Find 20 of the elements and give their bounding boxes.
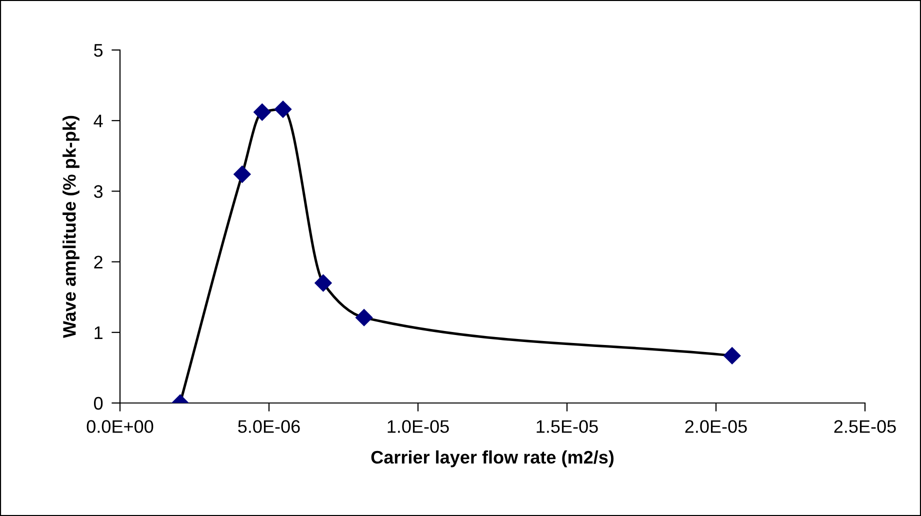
point xyxy=(724,347,741,364)
x-tick-label: 2.0E-05 xyxy=(685,420,747,433)
y-tick-label: 0 xyxy=(94,396,103,410)
x-tick-label: 5.0E-06 xyxy=(238,420,300,433)
x-tick-label: 2.5E-05 xyxy=(834,420,896,433)
y-axis-title: Wave amplitude (% pk-pk) xyxy=(62,116,80,338)
y-tick-label: 4 xyxy=(94,114,103,128)
point xyxy=(234,166,251,183)
x-tick-label: 0.0E+00 xyxy=(86,420,154,433)
x-tick-label: 1.5E-05 xyxy=(536,420,598,433)
x-axis-title: Carrier layer flow rate (m2/s) xyxy=(371,450,614,468)
point xyxy=(254,104,271,121)
x-tick-label: 1.0E-05 xyxy=(388,420,449,433)
point xyxy=(356,309,373,326)
y-tick-label: 1 xyxy=(94,326,102,339)
point xyxy=(274,100,292,118)
y-tick-label: 5 xyxy=(94,44,103,57)
y-tick-label: 2 xyxy=(94,256,102,268)
y-tick-label: 3 xyxy=(94,185,103,198)
point xyxy=(314,274,332,292)
